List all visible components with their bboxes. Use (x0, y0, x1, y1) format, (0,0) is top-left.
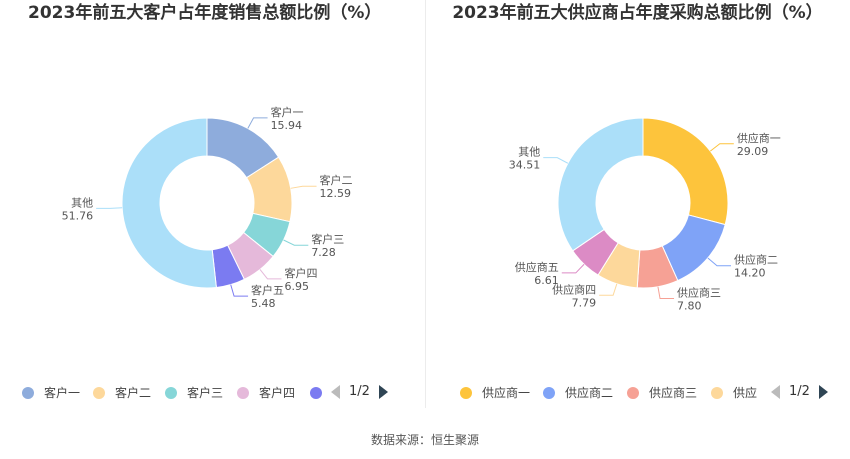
legend-pager: 1/2 (771, 384, 828, 399)
leader-line (710, 143, 734, 152)
slice-label: 其他 (71, 196, 93, 209)
leader-line (599, 283, 618, 296)
legend-marker (460, 386, 472, 399)
leader-line (707, 257, 731, 267)
legend-item[interactable]: 客户二 (93, 384, 151, 401)
slice-value-label: 7.80 (677, 299, 702, 312)
legend-label: 客户一 (44, 386, 81, 400)
slice-label: 供应商五 (515, 260, 559, 274)
leader-line (543, 157, 569, 164)
leader-line (96, 207, 123, 209)
legend-item[interactable]: 客户一 (22, 384, 80, 401)
legend-label: 客户三 (187, 386, 224, 400)
chart-title: 2023年前五大客户占年度销售总额比例（%） (28, 3, 382, 23)
slice-value-label: 12.59 (320, 187, 352, 200)
legend-marker (165, 386, 177, 399)
legend-marker (543, 386, 555, 399)
legend-label: 供应商二 (565, 386, 614, 400)
slice-供应商一[interactable] (642, 117, 729, 226)
leader-line (290, 185, 317, 189)
leader-line (247, 117, 268, 129)
legend-marker (237, 386, 249, 399)
legend-marker (22, 386, 34, 399)
leader-line (561, 263, 585, 274)
legend-item[interactable]: 供应商二 (543, 384, 613, 401)
leader-line (230, 284, 249, 297)
prev-page-arrow-icon[interactable] (771, 384, 780, 399)
slice-label: 其他 (518, 146, 540, 159)
panel-divider (425, 0, 426, 408)
slice-value-label: 51.76 (62, 209, 94, 222)
legend-marker (627, 386, 639, 399)
slice-其他[interactable] (121, 117, 217, 289)
prev-page-arrow-icon[interactable] (331, 384, 340, 399)
legend-label: 供应商三 (649, 386, 698, 400)
slice-label: 客户四 (284, 266, 317, 280)
legend-item[interactable]: 供应 (711, 384, 757, 401)
slice-label: 供应商四 (552, 282, 596, 296)
legend-page-indicator: 1/2 (349, 384, 370, 399)
slice-label: 客户二 (320, 173, 353, 187)
legend-marker (93, 386, 105, 399)
customer-chart-panel: 2023年前五大客户占年度销售总额比例（%） 客户一 15.94 客户二 12.59 客… (0, 0, 425, 420)
legend-item[interactable]: 供应商三 (627, 384, 697, 401)
slice-value-label: 34.51 (509, 159, 541, 172)
legend-page-indicator: 1/2 (789, 384, 810, 399)
legend-item[interactable]: 客户三 (165, 384, 223, 401)
data-source: 数据来源：恒生聚源 (370, 433, 479, 447)
slice-value-label: 7.28 (311, 246, 336, 259)
legend-pager: 1/2 (331, 384, 388, 399)
legend-item[interactable]: 供应商一 (460, 384, 530, 401)
slice-label: 供应商一 (737, 131, 781, 145)
chart-title: 2023年前五大供应商占年度采购总额比例（%） (452, 3, 823, 23)
slice-label: 供应商二 (734, 253, 778, 267)
slice-value-label: 5.48 (251, 297, 276, 310)
leader-line (283, 239, 309, 246)
legend-marker (310, 387, 322, 399)
next-page-arrow-icon[interactable] (818, 384, 828, 399)
legend: 客户一 客户二 客户三 客户四 1/2 (0, 384, 425, 404)
leader-line (657, 286, 675, 299)
slice-value-label: 6.61 (534, 274, 559, 287)
legend-marker (711, 386, 723, 399)
slice-value-label: 14.20 (734, 267, 766, 280)
slice-value-label: 29.09 (737, 145, 769, 158)
slice-label: 客户一 (271, 105, 304, 119)
slice-label: 客户三 (311, 232, 344, 246)
legend: 供应商一 供应商二 供应商三 供应 1/2 (425, 384, 850, 404)
slice-label: 客户五 (251, 283, 284, 297)
slice-label: 供应商三 (677, 285, 721, 299)
legend-label: 客户四 (259, 386, 296, 400)
next-page-arrow-icon[interactable] (378, 384, 388, 399)
legend-label: 供应 (733, 386, 758, 400)
slice-value-label: 15.94 (271, 119, 303, 132)
leader-line (259, 269, 282, 280)
supplier-chart-panel: 2023年前五大供应商占年度采购总额比例（%） 供应商一 29.09 供应商二 14.… (425, 0, 850, 420)
legend-item[interactable]: 客户四 (237, 384, 295, 401)
slice-value-label: 6.95 (284, 280, 309, 293)
legend-label: 客户二 (115, 386, 152, 400)
legend-label: 供应商一 (482, 386, 531, 400)
slice-其他[interactable] (557, 117, 644, 252)
slice-value-label: 7.79 (572, 296, 597, 309)
